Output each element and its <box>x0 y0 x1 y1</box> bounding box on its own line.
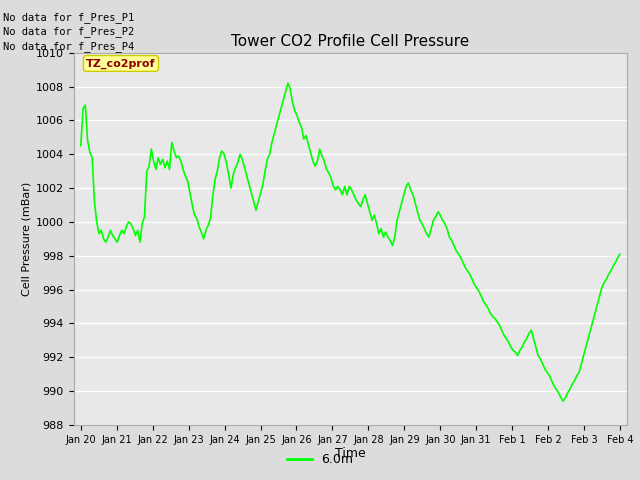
Title: Tower CO2 Profile Cell Pressure: Tower CO2 Profile Cell Pressure <box>231 34 470 49</box>
Text: No data for f_Pres_P1: No data for f_Pres_P1 <box>3 12 134 23</box>
Text: No data for f_Pres_P2: No data for f_Pres_P2 <box>3 26 134 37</box>
Y-axis label: Cell Pressure (mBar): Cell Pressure (mBar) <box>22 181 31 296</box>
Text: No data for f_Pres_P4: No data for f_Pres_P4 <box>3 41 134 52</box>
Legend: 6.0m: 6.0m <box>282 448 358 471</box>
Text: TZ_co2prof: TZ_co2prof <box>86 59 156 69</box>
X-axis label: Time: Time <box>335 447 366 460</box>
